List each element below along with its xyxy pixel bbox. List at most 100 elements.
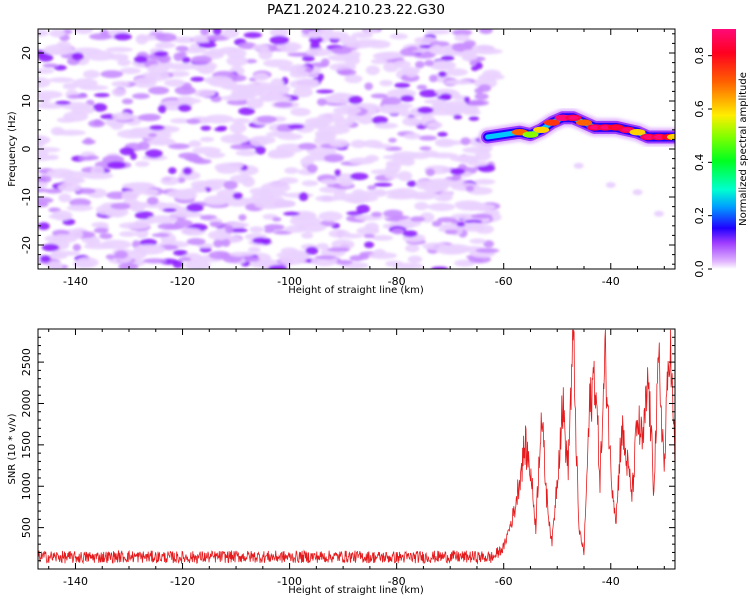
- noise-blob: [59, 171, 89, 179]
- x-tick-label: -80: [388, 575, 406, 588]
- noise-blob: [373, 182, 393, 187]
- snr-xlabel: Height of straight line (km): [288, 585, 424, 596]
- noise-blob: [350, 172, 369, 181]
- noise-blob: [406, 180, 417, 187]
- noise-blob: [38, 188, 51, 193]
- noise-blob: [174, 219, 193, 228]
- noise-blob: [367, 40, 391, 49]
- noise-blob: [308, 36, 324, 44]
- noise-blob: [316, 98, 327, 106]
- colorbar-gradient: [712, 29, 736, 269]
- noise-blob: [315, 195, 339, 202]
- noise-blob: [174, 86, 196, 95]
- noise-blob: [409, 191, 437, 199]
- noise-blob: [278, 65, 307, 72]
- noise-blob: [437, 217, 457, 223]
- noise-blob: [258, 49, 273, 60]
- noise-blob: [151, 233, 170, 238]
- noise-blob: [442, 105, 465, 114]
- noise-blob: [253, 72, 269, 82]
- noise-blob: [402, 230, 418, 238]
- noise-blob: [241, 176, 255, 188]
- noise-blob: [107, 161, 126, 169]
- noise-blob: [289, 70, 310, 79]
- noise-blob: [348, 95, 363, 105]
- noise-blob: [200, 125, 212, 131]
- noise-blob: [371, 211, 383, 217]
- noise-blob: [222, 29, 239, 39]
- noise-blob: [305, 48, 333, 57]
- noise-blob: [155, 42, 176, 49]
- noise-blob: [356, 204, 370, 214]
- noise-blob: [305, 246, 319, 255]
- noise-blob: [483, 240, 494, 248]
- noise-blob: [365, 65, 380, 76]
- noise-blob: [418, 135, 438, 141]
- noise-blob: [67, 94, 88, 99]
- noise-blob: [452, 173, 462, 181]
- noise-blob: [154, 50, 169, 57]
- noise-blob: [147, 215, 178, 224]
- noise-blob: [385, 160, 404, 167]
- noise-blob: [85, 155, 99, 160]
- noise-blob: [48, 77, 75, 83]
- noise-blob: [145, 71, 170, 82]
- noise-blob: [52, 210, 73, 221]
- noise-blob: [462, 222, 485, 232]
- noise-blob: [407, 46, 418, 51]
- noise-blob: [248, 246, 261, 253]
- noise-blob: [193, 89, 216, 98]
- noise-blob: [204, 76, 233, 85]
- noise-blob: [118, 222, 151, 230]
- noise-blob: [75, 257, 99, 268]
- noise-blob: [72, 243, 82, 252]
- noise-blob: [188, 157, 205, 163]
- noise-blob: [364, 241, 375, 249]
- noise-blob: [456, 221, 466, 227]
- noise-blob: [38, 53, 54, 62]
- noise-blob: [230, 144, 254, 150]
- noise-blob: [225, 224, 234, 234]
- noise-blob: [470, 213, 493, 219]
- noise-blob: [605, 182, 616, 188]
- noise-blob: [172, 36, 197, 44]
- y-tick-label: 2000: [20, 389, 33, 417]
- noise-blob: [479, 29, 493, 35]
- noise-blob: [364, 222, 379, 232]
- noise-blob: [216, 125, 228, 131]
- noise-blob: [460, 49, 477, 60]
- noise-blob: [265, 131, 295, 138]
- trace-peak: [629, 129, 646, 136]
- trace-peak-core: [611, 125, 622, 130]
- trace-peak-core: [557, 115, 568, 120]
- y-tick-label: 10: [20, 94, 33, 108]
- noise-blob: [51, 234, 78, 244]
- noise-blob: [426, 178, 454, 186]
- noise-blob: [190, 76, 205, 82]
- noise-blob: [464, 219, 483, 224]
- noise-blob: [372, 52, 397, 60]
- noise-blob: [62, 177, 86, 184]
- noise-blob: [274, 101, 293, 108]
- noise-blob: [346, 113, 360, 122]
- noise-blob: [474, 93, 489, 100]
- noise-blob: [238, 214, 247, 221]
- noise-blob: [186, 118, 201, 125]
- noise-blob: [190, 55, 212, 64]
- noise-blob: [122, 182, 155, 190]
- noise-blob: [298, 78, 319, 87]
- noise-blob: [212, 29, 222, 35]
- noise-blob: [43, 49, 72, 55]
- noise-blob: [454, 259, 475, 267]
- spectrogram-noise-layer: [38, 29, 664, 269]
- noise-blob: [344, 74, 363, 84]
- noise-blob: [99, 233, 113, 240]
- noise-blob: [155, 33, 177, 42]
- noise-blob: [467, 161, 489, 167]
- noise-blob: [293, 87, 313, 98]
- noise-blob: [135, 34, 149, 45]
- noise-blob: [317, 73, 324, 81]
- noise-blob: [351, 31, 374, 39]
- noise-blob: [249, 136, 269, 147]
